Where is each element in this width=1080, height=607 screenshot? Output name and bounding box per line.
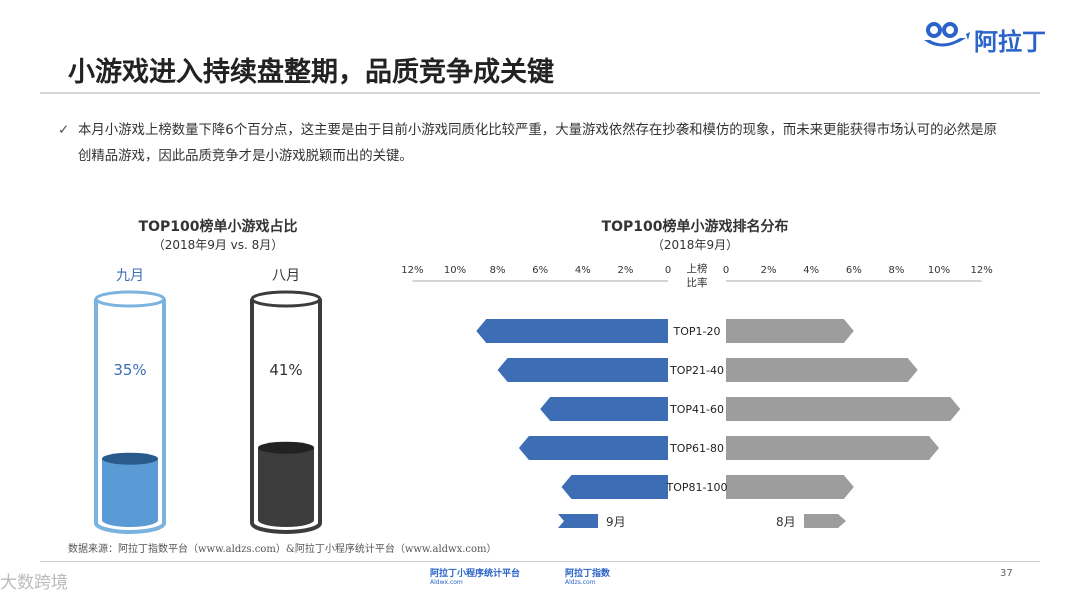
axis-tick-right-3: 6% <box>846 265 862 276</box>
data-source-note: 数据来源：阿拉丁指数平台（www.aldzs.com）&阿拉丁小程序统计平台（w… <box>68 544 497 555</box>
title-divider <box>40 92 1040 94</box>
axis-tick-left-2: 8% <box>490 265 506 276</box>
footer-logo-index-text: 阿拉丁指数 <box>565 569 611 579</box>
brand-logo-text: 阿拉丁 <box>974 28 1046 56</box>
right-chart-title: TOP100榜单小游戏排名分布 <box>601 219 789 235</box>
corner-watermark: 大数跨境 <box>0 573 68 593</box>
bar-aug-4 <box>726 475 854 499</box>
axis-tick-right-0: 0 <box>723 265 729 276</box>
axis-tick-right-6: 12% <box>970 265 992 276</box>
cylinder-value-label-0: 35% <box>113 361 146 379</box>
axis-tick-right-1: 2% <box>761 265 777 276</box>
page-title: 小游戏进入持续盘整期，品质竞争成关键 <box>68 57 554 88</box>
bar-aug-2 <box>726 397 961 421</box>
right-chart-subtitle: （2018年9月） <box>651 238 739 252</box>
row-label-0: TOP1-20 <box>673 325 721 338</box>
cylinder-liquid-top-0 <box>102 452 158 465</box>
bar-sep-2 <box>540 397 668 421</box>
row-label-2: TOP41-60 <box>669 403 724 416</box>
axis-tick-left-0: 12% <box>401 265 423 276</box>
center-label-line1: 上榜 <box>687 262 708 275</box>
footer-divider <box>40 561 1040 562</box>
axis-tick-left-3: 6% <box>532 265 548 276</box>
bar-sep-1 <box>497 358 668 382</box>
share-cylinder-chart: 九月 35% 八月 41% <box>94 268 322 534</box>
footer-logos: 阿拉丁小程序统计平台 Aldwx.com 阿拉丁指数 Aldzs.com <box>430 566 670 592</box>
row-label-4: TOP81-100 <box>666 481 728 494</box>
footer-logo-index-url: Aldzs.com <box>565 579 596 586</box>
axis-tick-right-5: 10% <box>928 265 950 276</box>
lamp-icon <box>924 22 970 47</box>
bar-sep-3 <box>518 436 668 460</box>
bar-sep-0 <box>476 319 668 343</box>
footer-logo-index: 阿拉丁指数 Aldzs.com <box>565 566 610 586</box>
checkmark-icon: ✓ <box>58 123 70 138</box>
cylinder-value-label-1: 41% <box>269 361 302 379</box>
axis-tick-right-4: 8% <box>888 265 904 276</box>
cylinder-rim-1 <box>250 290 322 308</box>
legend-swatch-aug <box>804 514 846 528</box>
summary-paragraph: ✓ 本月小游戏上榜数量下降6个百分点，这主要是由于目前小游戏同质化比较严重，大量… <box>58 118 998 170</box>
axis-tick-left-6: 0 <box>665 265 671 276</box>
legend-label-sep: 9月 <box>606 515 626 529</box>
axis-tick-left-4: 4% <box>575 265 591 276</box>
footer-logo-stats-url: Aldwx.com <box>430 579 463 586</box>
axis-tick-left-1: 10% <box>444 265 466 276</box>
cylinder-category-label-1: 八月 <box>272 268 300 284</box>
cylinder-liquid-top-1 <box>258 441 314 454</box>
row-label-1: TOP21-40 <box>669 364 724 377</box>
page-number: 37 <box>1000 568 1013 579</box>
summary-text: 本月小游戏上榜数量下降6个百分点，这主要是由于目前小游戏同质化比较严重，大量游戏… <box>78 123 998 164</box>
axis-tick-left-5: 2% <box>617 265 633 276</box>
left-chart-title: TOP100榜单小游戏占比 <box>138 219 298 235</box>
cylinder-glass-1 <box>250 299 322 534</box>
left-chart-subtitle: （2018年9月 vs. 8月） <box>152 238 284 252</box>
cylinder-rim-0 <box>94 290 166 308</box>
bar-sep-4 <box>561 475 668 499</box>
footer-logo-stats-text: 阿拉丁小程序统计平台 <box>430 569 521 579</box>
cylinder-glass-0 <box>94 299 166 534</box>
legend-label-aug: 8月 <box>776 515 796 529</box>
row-label-3: TOP61-80 <box>669 442 724 455</box>
center-label-line2: 比率 <box>687 276 708 289</box>
cylinder-liquid-1 <box>258 447 314 527</box>
footer-logo-stats: 阿拉丁小程序统计平台 Aldwx.com <box>430 566 520 586</box>
axis-tick-right-2: 4% <box>803 265 819 276</box>
legend-swatch-sep <box>558 514 598 528</box>
bar-aug-0 <box>726 319 854 343</box>
bar-aug-3 <box>726 436 939 460</box>
brand-logo: 阿拉丁 <box>920 20 1060 56</box>
bar-aug-1 <box>726 358 918 382</box>
cylinder-liquid-0 <box>102 458 158 527</box>
cylinder-category-label-0: 九月 <box>116 268 144 284</box>
